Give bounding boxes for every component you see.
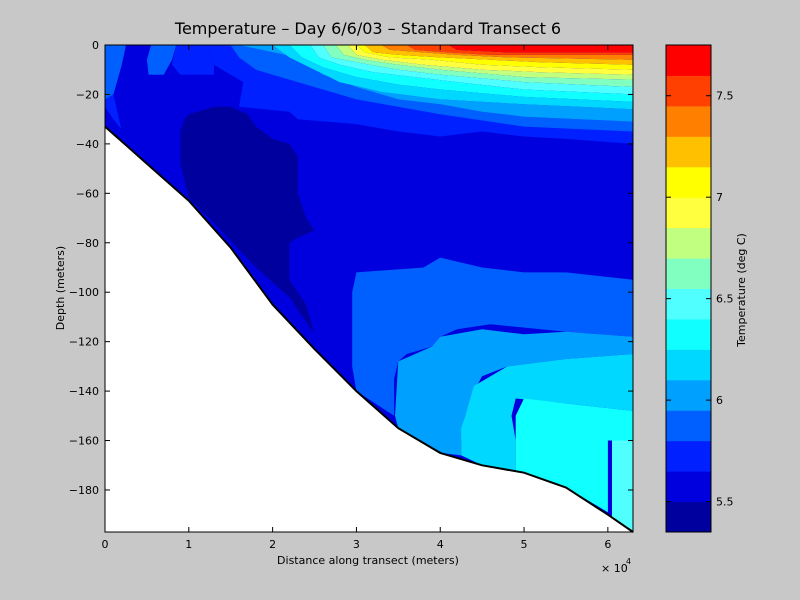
x-multiplier: × 10 4 — [601, 557, 631, 575]
y-tick-label: −80 — [76, 237, 99, 250]
contour-region — [180, 106, 315, 335]
contour-region — [395, 329, 633, 456]
contour-region — [406, 45, 633, 55]
y-tick-label: −60 — [76, 187, 99, 200]
contour-region — [352, 257, 633, 416]
colorbar-swatch — [666, 227, 711, 259]
contour-region — [172, 45, 214, 75]
contour-region — [289, 45, 633, 102]
y-tick-label: −100 — [69, 286, 99, 299]
contour-region — [515, 398, 633, 513]
x-tick-label: 3 — [353, 538, 360, 551]
contour-region — [612, 440, 633, 532]
colorbar-swatch — [666, 197, 711, 229]
x-tick-label: 2 — [269, 538, 276, 551]
x-axis-ticks: 0 1 2 3 4 5 6 — [102, 45, 611, 551]
contour-region — [146, 45, 177, 75]
colorbar-tick-label: 7 — [716, 191, 723, 204]
y-axis-ticks: 0 −20 −40 −60 −80 −100 −120 −140 −160 −180 — [69, 39, 633, 497]
x-tick-label: 6 — [604, 538, 611, 551]
colorbar-swatch — [666, 318, 711, 350]
contour-region — [272, 45, 633, 110]
x-multiplier-exponent: 4 — [626, 557, 631, 566]
bathymetry-line — [104, 125, 634, 533]
y-tick-label: −120 — [69, 336, 99, 349]
contour-region — [348, 45, 633, 75]
plot-area — [104, 44, 634, 533]
colorbar-label: Temperature (deg C) — [735, 233, 748, 348]
colorbar-tick-label: 7.5 — [716, 90, 734, 103]
contour-region — [381, 45, 633, 60]
colorbar-tick-label: 6 — [716, 394, 723, 407]
x-multiplier-base: × 10 — [601, 562, 628, 575]
contour-region — [461, 354, 633, 471]
contour-region — [105, 45, 126, 100]
colorbar-swatch — [666, 105, 711, 137]
x-tick-label: 5 — [521, 538, 528, 551]
colorbar-swatch — [666, 166, 711, 198]
colorbar-swatch — [666, 349, 711, 381]
x-tick-label: 1 — [185, 538, 192, 551]
colorbar-swatch — [666, 45, 711, 76]
y-axis-label: Depth (meters) — [54, 246, 67, 330]
colorbar-swatch — [666, 136, 711, 168]
x-tick-label: 0 — [102, 538, 109, 551]
contour-region — [230, 45, 633, 132]
y-tick-label: −20 — [76, 88, 99, 101]
y-tick-label: −180 — [69, 484, 99, 497]
y-tick-label: −40 — [76, 138, 99, 151]
chart-title: Temperature – Day 6/6/03 – Standard Tran… — [174, 19, 561, 38]
y-tick-label: −140 — [69, 385, 99, 398]
contour-region — [335, 45, 633, 80]
colorbar-swatch — [666, 501, 711, 533]
y-tick-label: −160 — [69, 435, 99, 448]
colorbar-swatch — [666, 288, 711, 320]
colorbar-tick-label: 6.5 — [716, 293, 734, 306]
contour-region — [356, 45, 633, 70]
colorbar-swatch — [666, 75, 711, 107]
contour-region — [322, 45, 633, 87]
y-tick-label: 0 — [92, 39, 99, 52]
colorbar-frame — [665, 44, 712, 533]
contour-region — [448, 45, 633, 53]
colorbar-swatch — [666, 379, 711, 411]
colorbar-tick-label: 5.5 — [716, 496, 734, 509]
x-tick-label: 4 — [437, 538, 444, 551]
contour-region — [364, 45, 633, 65]
seabed-area — [105, 126, 633, 532]
colorbar-swatch — [666, 440, 711, 472]
contour-region — [239, 45, 633, 122]
colorbar-swatch — [666, 471, 711, 503]
x-axis-label: Distance along transect (meters) — [277, 554, 459, 567]
plot-frame — [104, 44, 634, 533]
colorbar: 5.5 6 6.5 7 7.5 — [665, 44, 734, 533]
contour-region — [310, 45, 633, 95]
colorbar-swatch — [666, 258, 711, 289]
colorbar-swatch — [666, 410, 711, 442]
